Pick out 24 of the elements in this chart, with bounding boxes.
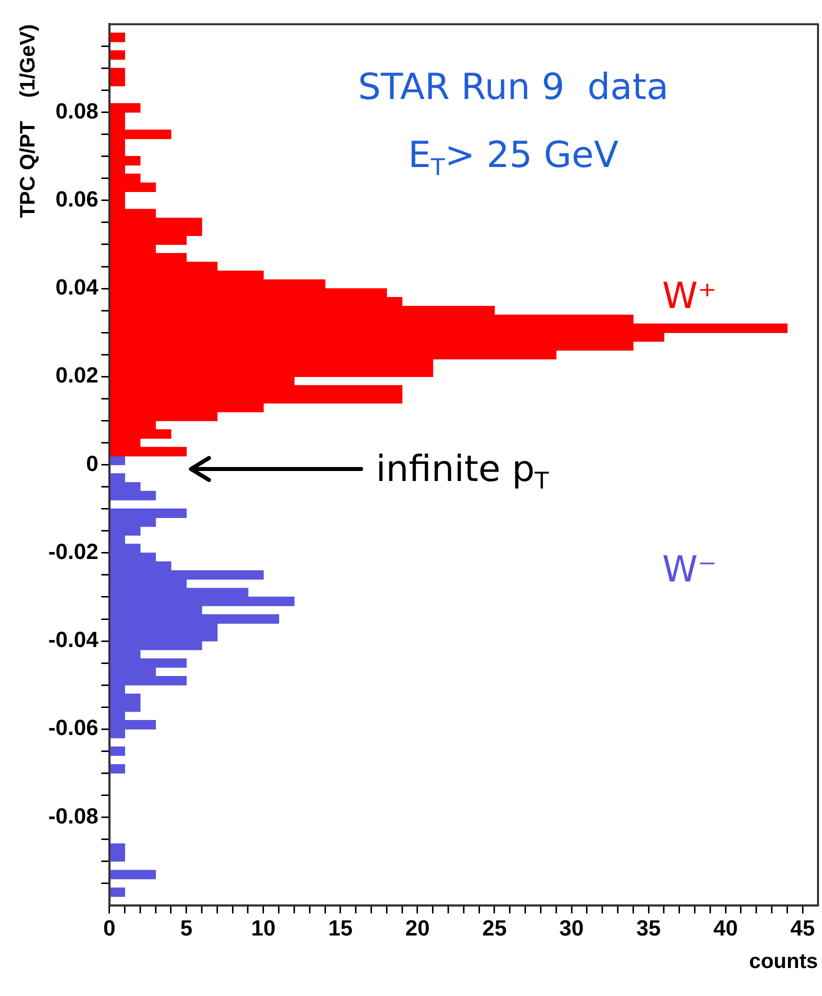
y-tick-label: 0.02 [56,362,98,388]
x-axis-title: counts [749,950,818,974]
x-tick-label: 15 [328,916,353,941]
series-label: W⁺ [662,276,717,318]
x-tick-label: 35 [636,916,661,941]
y-axis-title: TPC Q/PT (1/GeV) [16,24,40,218]
y-tick-label: 0 [86,450,98,476]
x-tick-label: 30 [559,916,584,941]
y-tick-label: 0.08 [56,98,98,124]
text: W⁻ [662,549,717,590]
x-tick-label: 45 [790,916,815,941]
y-tick-label: -0.06 [48,715,98,740]
x-tick-label: 10 [251,916,276,941]
y-tick-label: -0.04 [48,627,100,652]
x-tick-label: 20 [405,916,430,941]
x-tick-label: 0 [103,916,116,941]
x-tick-label: 25 [482,916,507,941]
x-tick-label: 40 [713,916,738,941]
y-tick-label: -0.08 [48,803,98,828]
y-tick-label: 0.04 [56,274,100,300]
x-tick-label: 5 [180,916,192,941]
text: STAR Run 9 data [358,67,669,108]
y-tick-label: 0.06 [56,186,98,212]
y-tick-label: -0.02 [48,538,98,564]
